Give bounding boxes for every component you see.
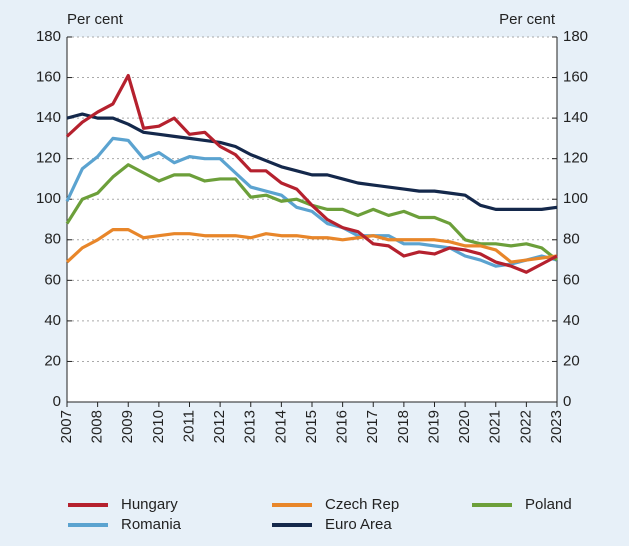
- x-tick-label: 2010: [150, 410, 167, 443]
- x-tick-label: 2023: [548, 410, 565, 443]
- y-tick-label: 40: [44, 312, 61, 329]
- y-tick-label: 60: [44, 271, 61, 288]
- x-tick-label: 2011: [180, 410, 197, 442]
- y2-tick-label: 60: [563, 271, 580, 288]
- y2-tick-label: 0: [563, 393, 571, 410]
- x-tick-label: 2008: [89, 410, 106, 443]
- data-line: [65, 73, 558, 274]
- x-tick-label: 2009: [119, 410, 136, 443]
- y2-tick-label: 140: [563, 109, 588, 126]
- legend-label: Euro Area: [325, 516, 392, 533]
- y-tick-label: 160: [36, 69, 61, 86]
- y-tick-label: 120: [36, 150, 61, 167]
- data-line: [65, 228, 558, 264]
- x-tick-label: 2012: [211, 410, 228, 443]
- x-tick-label: 2022: [517, 410, 534, 443]
- y-tick-label: 140: [36, 109, 61, 126]
- x-tick-label: 2019: [425, 410, 442, 443]
- y2-axis-label: Per cent: [499, 11, 556, 28]
- x-tick-label: 2021: [487, 410, 504, 443]
- data-line: [66, 112, 558, 211]
- y-tick-label: 20: [44, 352, 61, 369]
- y2-tick-label: 180: [563, 28, 588, 45]
- x-tick-label: 2020: [456, 410, 473, 443]
- y-tick-label: 180: [36, 28, 61, 45]
- data-line: [65, 136, 558, 268]
- x-tick-label: 2018: [395, 410, 412, 443]
- legend-label: Czech Rep: [325, 496, 399, 513]
- legend-label: Romania: [121, 516, 182, 533]
- x-tick-label: 2007: [58, 410, 75, 443]
- y-axis-label: Per cent: [67, 11, 124, 28]
- y2-tick-label: 40: [563, 312, 580, 329]
- y-tick-label: 0: [53, 393, 61, 410]
- y2-tick-label: 20: [563, 352, 580, 369]
- x-tick-label: 2013: [242, 410, 259, 443]
- x-tick-label: 2014: [272, 410, 289, 443]
- x-tick-label: 2016: [334, 410, 351, 443]
- x-tick-label: 2015: [303, 410, 320, 443]
- y-tick-label: 100: [36, 190, 61, 207]
- y2-tick-label: 80: [563, 231, 580, 248]
- y2-tick-label: 100: [563, 190, 588, 207]
- y2-tick-label: 120: [563, 150, 588, 167]
- legend-label: Hungary: [121, 496, 178, 513]
- y2-tick-label: 160: [563, 69, 588, 86]
- plot-area: [67, 37, 557, 402]
- y-tick-label: 80: [44, 231, 61, 248]
- x-tick-label: 2017: [364, 410, 381, 443]
- legend-label: Poland: [525, 496, 572, 513]
